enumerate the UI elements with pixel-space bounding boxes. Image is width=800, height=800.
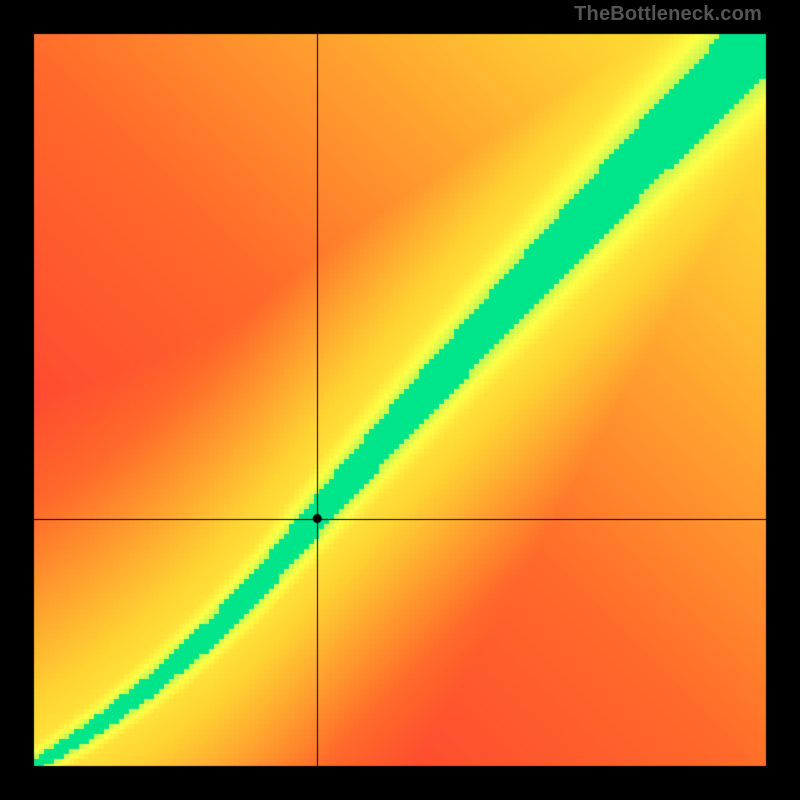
heatmap-canvas bbox=[0, 0, 800, 800]
watermark-label: TheBottleneck.com bbox=[574, 3, 762, 26]
chart-container: TheBottleneck.com bbox=[0, 0, 800, 800]
